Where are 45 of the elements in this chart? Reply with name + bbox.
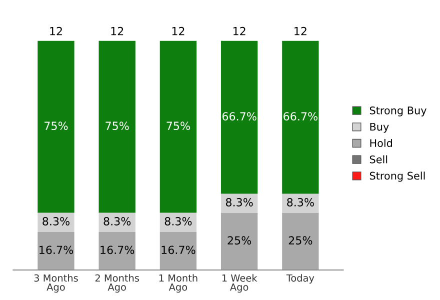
annotation: 12 — [111, 26, 124, 36]
bar — [160, 212, 197, 232]
data-label: 75% — [106, 122, 129, 130]
bar — [220, 212, 258, 270]
bar — [160, 232, 197, 270]
x-tick-label: 2 Months Ago — [95, 274, 140, 293]
x-tick-label: Today — [286, 274, 314, 284]
data-label: 25% — [288, 236, 312, 245]
bar — [98, 232, 136, 270]
bar — [38, 212, 74, 232]
x-tick-label: 1 Week Ago — [222, 274, 258, 293]
legend-label: Strong Buy — [370, 106, 426, 116]
legend-label: Sell — [370, 155, 388, 164]
data-label: 16.7% — [100, 246, 134, 254]
data-label: 8.3% — [164, 217, 192, 226]
bar — [38, 232, 74, 270]
data-label: 16.7% — [162, 246, 196, 254]
bar — [282, 194, 319, 213]
bar — [98, 40, 136, 213]
data-label: 16.7% — [40, 246, 74, 254]
legend-label: Hold — [370, 138, 392, 148]
bar — [160, 40, 197, 213]
bar — [282, 40, 319, 194]
bar — [220, 40, 258, 194]
data-label: 66.7% — [284, 112, 318, 121]
data-label: 8.3% — [42, 217, 70, 226]
annotation: 12 — [294, 26, 306, 36]
data-label: 25% — [228, 236, 252, 245]
data-label: 8.3% — [104, 217, 131, 226]
data-label: 66.7% — [222, 112, 256, 121]
bar — [282, 212, 319, 270]
annotation: 12 — [172, 26, 184, 36]
x-tick-label: 3 Months Ago — [34, 274, 78, 293]
annotation: 12 — [233, 26, 246, 36]
bar — [98, 212, 136, 232]
legend-label: Buy — [370, 122, 389, 133]
data-label: 8.3% — [226, 198, 253, 206]
data-label: 75% — [44, 122, 68, 130]
annotation: 12 — [50, 26, 62, 36]
data-label: 75% — [166, 122, 190, 130]
bar — [38, 40, 74, 213]
legend-label: Strong Sell — [370, 172, 425, 182]
x-tick-label: 1 Month Ago — [159, 274, 198, 293]
bar — [220, 194, 258, 213]
data-label: 8.3% — [287, 198, 314, 206]
